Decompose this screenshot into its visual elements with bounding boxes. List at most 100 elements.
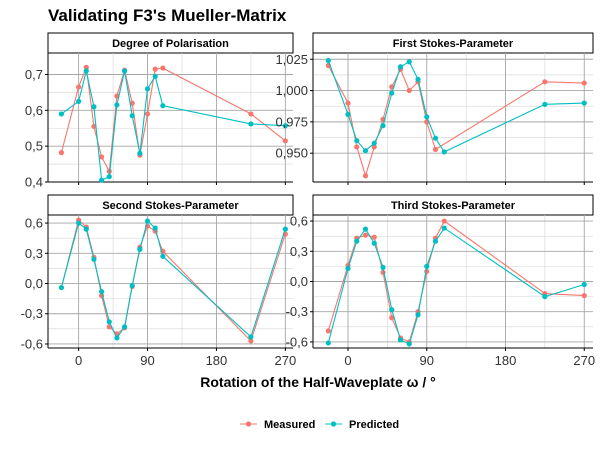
data-point-predicted [441, 149, 447, 155]
data-point-predicted [380, 123, 386, 129]
data-point-predicted [98, 177, 105, 183]
data-point-predicted [345, 265, 351, 272]
data-point-measured [152, 66, 158, 72]
y-tick-label: -0,6 [21, 336, 43, 351]
data-point-measured [362, 173, 369, 179]
y-tick-label: -0,3 [286, 304, 308, 319]
data-point-predicted [121, 68, 128, 74]
data-point-predicted [542, 101, 548, 107]
y-tick-label: 1,000 [275, 83, 308, 98]
legend-label: Measured [264, 419, 315, 431]
data-point-predicted [152, 225, 158, 231]
panel-strip [47, 32, 294, 54]
data-point-measured [160, 65, 166, 71]
data-point-predicted [424, 114, 430, 120]
data-point-predicted [144, 218, 151, 224]
data-point-predicted [441, 225, 447, 231]
data-point-measured [354, 144, 360, 150]
x-tick-label: 270 [573, 353, 595, 368]
data-point-predicted [362, 148, 369, 154]
data-point-measured [98, 154, 105, 160]
data-point-measured [581, 293, 587, 299]
data-point-predicted [362, 226, 369, 232]
data-point-measured [248, 111, 254, 117]
data-point-measured [362, 232, 369, 238]
x-tick-label: 90 [140, 353, 154, 368]
y-tick-label: -0,3 [21, 306, 43, 321]
chart-panels: Degree of Polarisation 0,4 0,5 0,6 0,7 First … [21, 32, 595, 368]
y-tick-label: 0,7 [25, 67, 43, 82]
data-point-predicted [432, 135, 439, 141]
y-tick-label: 1,025 [275, 52, 308, 67]
y-tick-label: 0,975 [275, 114, 308, 129]
y-tick-label: 0,3 [25, 246, 43, 261]
data-point-predicted [354, 238, 360, 244]
data-point-predicted [76, 220, 82, 226]
data-point-predicted [160, 103, 166, 109]
data-point-predicted [380, 264, 386, 270]
data-point-predicted [152, 73, 158, 79]
panel-strip [312, 32, 594, 54]
data-point-measured [325, 328, 331, 334]
data-point-predicted [406, 59, 412, 65]
panel-3: Third Stokes-Parameter -0,6 -0,3 0,0 0,3 0,6 0… [286, 194, 595, 368]
data-point-predicted [415, 312, 421, 318]
data-point-predicted [137, 246, 143, 252]
data-point-predicted [58, 284, 64, 291]
legend-key-point [330, 421, 337, 427]
panel-strip-title: First Stokes-Parameter [393, 38, 514, 50]
panel-1: First Stokes-Parameter 0,950 0,975 1,000 1,0… [275, 32, 594, 185]
y-tick-label: 0,0 [25, 276, 43, 291]
x-tick-label: 0 [344, 353, 351, 368]
data-point-measured [542, 79, 548, 85]
y-tick-label: 0,0 [290, 274, 308, 289]
data-point-measured [581, 80, 587, 86]
data-point-predicted [114, 335, 120, 341]
data-point-predicted [371, 140, 377, 146]
data-point-predicted [581, 281, 587, 288]
data-point-measured [91, 123, 97, 130]
data-point-measured [248, 338, 254, 344]
y-tick-label: 0,950 [275, 146, 308, 161]
data-point-measured [144, 111, 151, 117]
y-tick-label: 0,3 [290, 244, 308, 259]
data-point-measured [282, 138, 288, 144]
y-tick-label: 0,4 [25, 175, 43, 190]
data-point-predicted [83, 68, 89, 74]
x-tick-label: 0 [75, 353, 82, 368]
data-point-predicted [581, 100, 587, 106]
data-point-predicted [248, 334, 254, 340]
data-point-predicted [397, 337, 404, 343]
data-point-predicted [325, 57, 331, 64]
panel-strip [47, 194, 294, 216]
data-point-measured [76, 84, 82, 90]
data-point-predicted [129, 113, 135, 119]
data-point-predicted [542, 294, 548, 300]
data-point-predicted [282, 226, 288, 232]
y-tick-label: 0,5 [25, 139, 43, 154]
y-tick-label: 0,6 [25, 103, 43, 118]
data-point-measured [345, 100, 351, 106]
legend-key-point [245, 421, 252, 427]
x-tick-label: 180 [206, 353, 228, 368]
data-point-measured [83, 64, 89, 70]
panel-2: Second Stokes-Parameter -0,6 -0,3 0,0 0,3 0,6… [21, 194, 296, 368]
data-point-predicted [389, 307, 395, 313]
data-point-predicted [406, 341, 412, 347]
chart-legend: Measured Predicted [240, 419, 399, 431]
data-point-predicted [371, 240, 377, 246]
chart-title: Validating F3's Mueller-Matrix [48, 6, 287, 25]
data-point-predicted [76, 98, 82, 104]
panel-0: Degree of Polarisation 0,4 0,5 0,6 0,7 [25, 32, 294, 190]
panel-strip-title: Second Stokes-Parameter [102, 200, 239, 212]
data-point-predicted [325, 340, 331, 346]
panel-strip [312, 194, 594, 216]
data-point-predicted [83, 226, 89, 232]
y-tick-label: -0,6 [286, 334, 308, 349]
x-axis-title: Rotation of the Half-Waveplate ω / ° [200, 374, 435, 390]
data-point-measured [432, 146, 439, 153]
data-point-measured [441, 218, 447, 224]
data-point-predicted [91, 104, 97, 110]
data-point-predicted [282, 123, 288, 129]
